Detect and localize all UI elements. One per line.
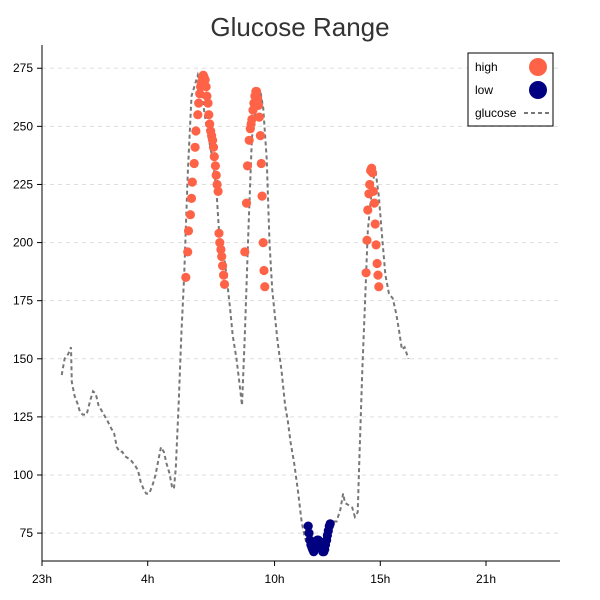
y-tick-label: 75: [20, 526, 34, 540]
point-high: [362, 235, 372, 245]
point-high: [215, 238, 225, 248]
point-high: [187, 177, 197, 187]
point-high: [219, 279, 230, 289]
point-high: [210, 161, 220, 171]
point-high: [255, 131, 265, 141]
point-high: [218, 261, 228, 271]
point-high: [253, 100, 264, 110]
point-high: [193, 110, 203, 120]
point-high: [372, 258, 382, 269]
point-low: [304, 528, 314, 538]
point-high: [213, 186, 223, 196]
point-high: [258, 238, 268, 248]
point-high: [371, 240, 381, 250]
point-high: [254, 112, 264, 122]
legend-label: glucose: [475, 106, 517, 120]
legend-label: low: [475, 83, 493, 97]
series-layer: [60, 70, 410, 557]
y-tick-label: 250: [13, 119, 33, 133]
y-tick-label: 125: [13, 410, 33, 424]
y-tick-label: 100: [13, 468, 33, 482]
point-high: [201, 82, 211, 92]
point-high: [363, 205, 373, 215]
point-low: [325, 519, 335, 529]
point-high: [195, 89, 205, 99]
legend-marker-low: [529, 81, 547, 99]
point-high: [185, 210, 195, 220]
point-high: [204, 110, 214, 120]
point-high: [208, 135, 218, 145]
point-high: [183, 226, 194, 236]
y-tick-label: 150: [13, 352, 33, 366]
point-high: [257, 191, 267, 201]
point-high: [194, 98, 204, 108]
point-high: [183, 247, 193, 257]
point-high: [252, 86, 262, 97]
chart-title: Glucose Range: [210, 12, 390, 42]
point-high: [211, 170, 221, 180]
point-high: [186, 193, 197, 203]
point-high: [209, 152, 219, 162]
legend: high low glucose: [467, 52, 554, 127]
point-high: [367, 168, 378, 178]
point-high: [260, 282, 270, 292]
legend-marker-high: [529, 58, 547, 76]
point-high: [361, 268, 371, 278]
point-high: [244, 135, 254, 145]
y-tick-label: 175: [13, 294, 33, 308]
x-tick-label: 23h: [32, 572, 52, 586]
point-high: [253, 93, 263, 104]
x-tick-label: 15h: [370, 572, 390, 586]
point-high: [216, 244, 226, 255]
y-tick-label: 200: [13, 236, 33, 250]
point-high: [208, 142, 219, 152]
point-high: [240, 247, 250, 257]
axes-layer: 75 100 125 150 175 200 225 250 275 23h 4h 10h 15h 21h: [13, 45, 560, 586]
point-high: [241, 198, 252, 208]
y-tick-label: 275: [13, 61, 33, 75]
point-high: [217, 251, 227, 262]
point-high: [202, 91, 212, 101]
point-high: [369, 198, 379, 208]
x-tick-label: 10h: [265, 572, 285, 586]
grid-layer: [42, 67, 560, 534]
y-tick-label: 225: [13, 177, 33, 191]
point-high: [374, 282, 384, 292]
point-high: [247, 114, 257, 124]
point-high: [368, 186, 378, 196]
point-high: [242, 161, 253, 171]
point-low: [303, 521, 313, 531]
x-tick-label: 4h: [141, 572, 154, 586]
point-high: [181, 272, 191, 282]
point-high: [365, 179, 375, 190]
point-high: [189, 158, 199, 169]
x-tick-label: 21h: [476, 572, 496, 586]
series-line-glucose: [60, 71, 410, 554]
point-high: [219, 270, 229, 280]
point-high: [200, 75, 210, 85]
point-high: [205, 119, 215, 129]
point-high: [214, 228, 224, 238]
point-high: [256, 158, 266, 169]
point-high: [191, 126, 201, 136]
legend-label: high: [475, 60, 498, 74]
point-high: [370, 219, 380, 229]
point-high: [212, 179, 222, 190]
point-high: [190, 142, 200, 152]
point-high: [203, 98, 213, 108]
point-high: [259, 265, 269, 276]
point-high: [373, 270, 383, 280]
